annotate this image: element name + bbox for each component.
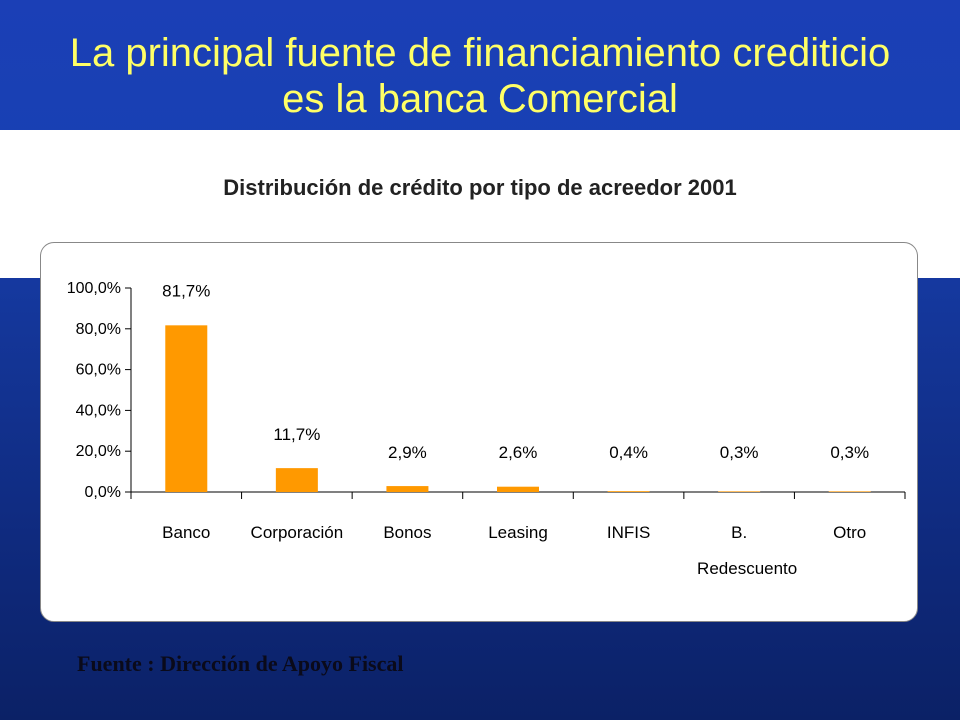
data-label: 81,7%	[162, 281, 210, 300]
y-tick-label: 40,0%	[76, 402, 121, 419]
bar	[828, 491, 871, 492]
data-label: 2,9%	[388, 443, 427, 462]
data-label: 0,3%	[720, 443, 759, 462]
slide-title-line1: La principal fuente de financiamiento cr…	[69, 31, 891, 75]
chart-panel: 0,0% 20,0% 40,0% 60,0% 80,0% 100,0% 81,7% Banco…	[40, 242, 918, 622]
category-label: Banco	[162, 523, 210, 542]
bar	[607, 491, 650, 492]
y-tick-label: 0,0%	[85, 484, 121, 501]
bar	[165, 325, 208, 492]
category-label: B.	[731, 523, 747, 542]
slide-title: La principal fuente de financiamiento cr…	[0, 30, 960, 122]
y-tick-label: 20,0%	[76, 443, 121, 460]
chart-title: Distribución de crédito por tipo de acre…	[223, 175, 737, 200]
y-tick-label: 100,0%	[67, 280, 121, 297]
slide-title-line2: es la banca Comercial	[282, 77, 678, 121]
bar	[718, 491, 761, 492]
category-label: Redescuento	[697, 559, 797, 578]
category-label: Bonos	[383, 523, 431, 542]
y-tick-label: 60,0%	[76, 362, 121, 379]
bar	[275, 468, 318, 492]
source-note: Fuente : Dirección de Apoyo Fiscal	[77, 651, 404, 676]
data-label: 11,7%	[273, 425, 320, 444]
data-label: 2,6%	[499, 443, 538, 462]
category-label: Leasing	[488, 523, 548, 542]
category-label: Otro	[833, 523, 866, 542]
data-label: 0,4%	[609, 443, 648, 462]
bar	[497, 486, 539, 492]
category-label: INFIS	[607, 523, 650, 542]
y-tick-label: 80,0%	[76, 321, 121, 338]
bar-chart: 0,0% 20,0% 40,0% 60,0% 80,0% 100,0% 81,7% Banco…	[67, 280, 906, 578]
data-label: 0,3%	[830, 443, 869, 462]
category-label: Corporación	[251, 523, 344, 542]
bar	[386, 486, 429, 492]
